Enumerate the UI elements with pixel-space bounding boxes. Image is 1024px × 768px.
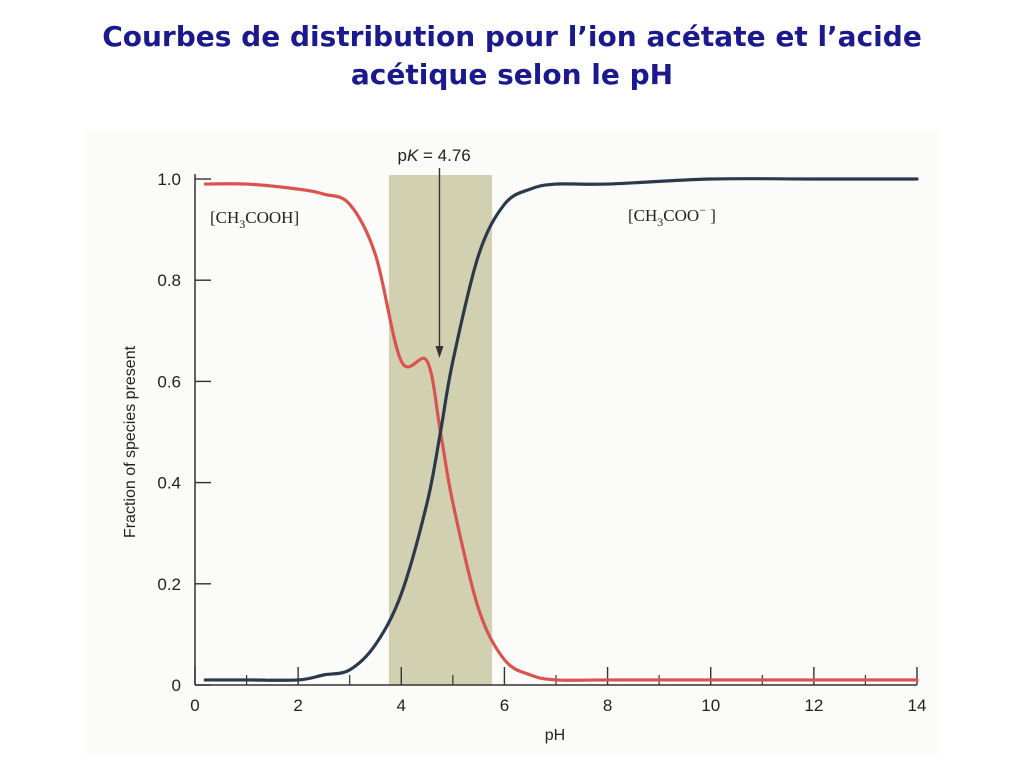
- x-tick-label: 4: [397, 696, 406, 715]
- x-tick-label: 0: [190, 696, 199, 715]
- y-tick-label: 0.4: [157, 474, 181, 493]
- slide-title-line-1: Courbes de distribution pour l’ion acéta…: [102, 20, 922, 53]
- x-tick-label: 12: [804, 696, 823, 715]
- label-acetic-acid: [CH3COOH]: [210, 208, 299, 231]
- species-labels: [CH3COOH] [CH3COO− ]: [210, 203, 716, 231]
- x-tick-label: 6: [500, 696, 509, 715]
- series-line-acetate: [203, 177, 919, 682]
- x-tick-label: 14: [908, 696, 927, 715]
- y-tick-label: 1.0: [157, 170, 181, 189]
- pk-label: pK = 4.76: [397, 146, 470, 165]
- x-axis-title: pH: [545, 727, 565, 744]
- y-axis-title: Fraction of species present: [122, 345, 139, 538]
- y-tick-label: 0.8: [157, 271, 181, 290]
- y-tick-label: 0.2: [157, 575, 181, 594]
- y-tick-label: 0.6: [157, 372, 181, 391]
- x-tick-label: 2: [293, 696, 302, 715]
- slide-title: Courbes de distribution pour l’ion acéta…: [0, 18, 1024, 94]
- series-layer: [203, 177, 919, 682]
- pk-annotation: pK = 4.76: [397, 146, 471, 358]
- series-line-acetic-acid: [203, 182, 919, 682]
- figure-background: [84, 130, 940, 756]
- axes: 0 0.2 0.4 0.6 0.8 1.0 0 2 4 6 8 10 12 14 pH Fraction of…: [122, 170, 926, 744]
- label-acetate: [CH3COO− ]: [628, 203, 716, 229]
- slide-title-line-2: acétique selon le pH: [350, 58, 674, 91]
- pk-arrow-head: [435, 346, 444, 358]
- x-tick-label: 10: [701, 696, 720, 715]
- y-tick-label: 0: [172, 676, 181, 695]
- x-tick-label: 8: [603, 696, 612, 715]
